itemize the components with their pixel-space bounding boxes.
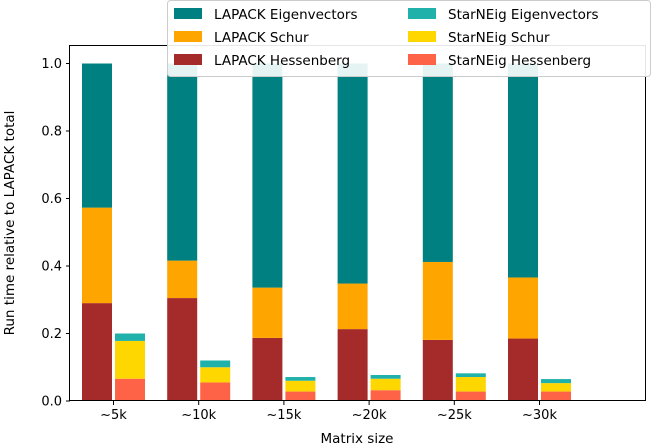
bar-starneig-eigenvectors-15k (285, 377, 316, 381)
bar-starneig-hessenberg-30k (541, 391, 571, 401)
bar-lapack-eigenvectors-20k (337, 63, 368, 284)
x-axis-label: Matrix size (321, 431, 394, 446)
bar-starneig-eigenvectors-30k (541, 379, 571, 384)
legend: LAPACK Eigenvectors StarNEig Eigenvectors… (167, 0, 651, 77)
bar-starneig-schur-5k (115, 340, 145, 379)
legend-swatch-starneig-eigenvectors (408, 8, 436, 19)
legend-label-lapack-eigenvectors: LAPACK Eigenvectors (214, 7, 357, 23)
bar-lapack-schur-20k (337, 283, 368, 330)
bar-starneig-eigenvectors-20k (370, 375, 401, 379)
bar-starneig-eigenvectors-10k (200, 360, 231, 368)
bar-lapack-schur-25k (422, 261, 453, 340)
legend-swatch-lapack-schur (174, 31, 202, 42)
bar-starneig-schur-10k (200, 367, 231, 383)
bar-starneig-eigenvectors-25k (455, 373, 486, 378)
bar-lapack-hessenberg-15k (252, 337, 283, 401)
bar-starneig-hessenberg-10k (200, 382, 231, 401)
y-axis: 0.0 0.2 0.4 0.6 0.8 1.0 (41, 57, 70, 410)
legend-label-starneig-hessenberg: StarNEig Hessenberg (448, 53, 591, 69)
bar-starneig-schur-15k (285, 380, 316, 392)
x-tick-label: ~25k (437, 408, 472, 423)
x-tick-label: ~10k (181, 408, 216, 423)
bar-lapack-eigenvectors-30k (508, 63, 538, 278)
legend-swatch-lapack-eigenvectors (174, 8, 202, 19)
bar-starneig-hessenberg-25k (455, 391, 486, 401)
bar-lapack-hessenberg-10k (167, 298, 198, 401)
y-tick-label: 0.0 (41, 395, 62, 410)
bar-starneig-schur-30k (541, 383, 571, 392)
legend-swatch-starneig-schur (408, 31, 436, 42)
bar-lapack-hessenberg-30k (508, 338, 538, 401)
bar-starneig-hessenberg-5k (115, 378, 145, 401)
y-tick-label: 0.6 (41, 192, 62, 207)
bar-starneig-schur-25k (455, 377, 486, 392)
x-tick-label: ~20k (352, 408, 387, 423)
bar-lapack-hessenberg-25k (422, 339, 453, 401)
bar-lapack-schur-15k (252, 287, 283, 338)
bar-lapack-schur-10k (167, 260, 198, 299)
y-tick-label: 0.8 (41, 125, 62, 140)
legend-swatch-starneig-hessenberg (408, 54, 436, 65)
legend-label-starneig-eigenvectors: StarNEig Eigenvectors (448, 7, 599, 23)
legend-swatch-lapack-hessenberg (174, 54, 202, 65)
bars-layer (82, 63, 571, 401)
bar-lapack-schur-5k (82, 207, 112, 304)
bar-lapack-eigenvectors-15k (252, 63, 283, 288)
x-tick-label: ~5k (100, 408, 127, 423)
y-axis-label: Run time relative to LAPACK total (2, 111, 18, 336)
y-tick-label: 0.2 (41, 327, 62, 342)
bar-starneig-hessenberg-15k (285, 391, 316, 401)
bar-lapack-schur-30k (508, 277, 538, 339)
x-axis: ~5k ~10k ~15k ~20k ~25k ~30k (100, 401, 557, 423)
bar-starneig-hessenberg-20k (370, 390, 401, 401)
y-tick-label: 0.4 (41, 260, 62, 275)
bar-starneig-eigenvectors-5k (115, 333, 145, 341)
bar-lapack-eigenvectors-5k (82, 63, 112, 208)
bar-lapack-eigenvectors-25k (422, 63, 453, 262)
x-tick-label: ~15k (266, 408, 301, 423)
x-tick-label: ~30k (522, 408, 557, 423)
legend-label-lapack-schur: LAPACK Schur (214, 30, 309, 46)
y-tick-label: 1.0 (41, 57, 62, 72)
legend-label-lapack-hessenberg: LAPACK Hessenberg (214, 53, 350, 69)
bar-lapack-hessenberg-20k (337, 329, 368, 401)
bar-lapack-hessenberg-5k (82, 303, 112, 401)
bar-lapack-eigenvectors-10k (167, 63, 198, 261)
legend-label-starneig-schur: StarNEig Schur (448, 30, 550, 46)
bar-starneig-schur-20k (370, 378, 401, 391)
